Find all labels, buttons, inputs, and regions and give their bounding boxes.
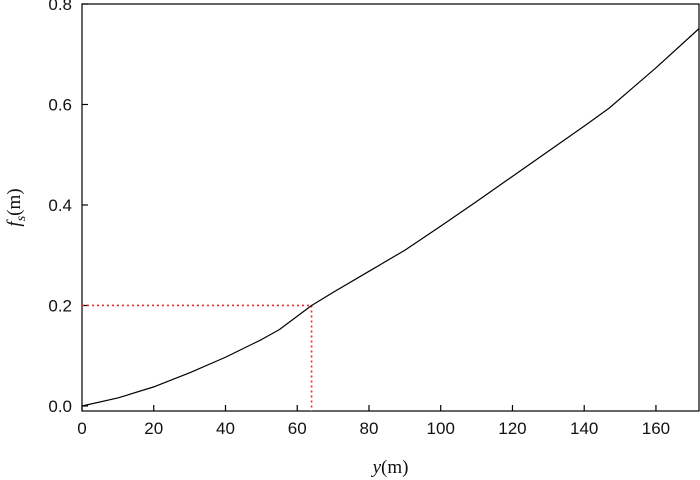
x-tick-label: 40 [216, 419, 235, 438]
plot-group: 0 20 40 60 80 100 120 140 1600.00.20.40.60.8y(m)… [4, 0, 700, 478]
x-tick-label: 140 [570, 419, 598, 438]
y-axis-label-unit: (m) [4, 188, 25, 215]
x-axis-label-var: y [371, 457, 382, 478]
x-tick-label: 80 [360, 419, 379, 438]
y-axis-label-subscript: s [14, 215, 29, 221]
y-axis-label-var: f [4, 219, 25, 227]
y-tick-label: 0.8 [48, 0, 72, 14]
y-tick-label: 0.2 [48, 296, 72, 315]
y-tick-label: 0.6 [48, 95, 72, 114]
x-tick-label: 60 [288, 419, 307, 438]
x-tick-label: 0 [77, 419, 86, 438]
x-tick-label: 20 [144, 419, 163, 438]
x-tick-label: 160 [642, 419, 670, 438]
y-tick-label: 0.0 [48, 397, 72, 416]
x-axis-label: y(m) [371, 457, 409, 478]
x-tick-label: 120 [498, 419, 526, 438]
x-tick-label: 100 [427, 419, 455, 438]
y-axis-label: fs(m) [4, 188, 29, 226]
plot-frame [81, 3, 700, 412]
series-line [81, 28, 700, 407]
x-axis-label-unit: (m) [381, 457, 408, 478]
y-tick-label: 0.4 [48, 196, 72, 215]
